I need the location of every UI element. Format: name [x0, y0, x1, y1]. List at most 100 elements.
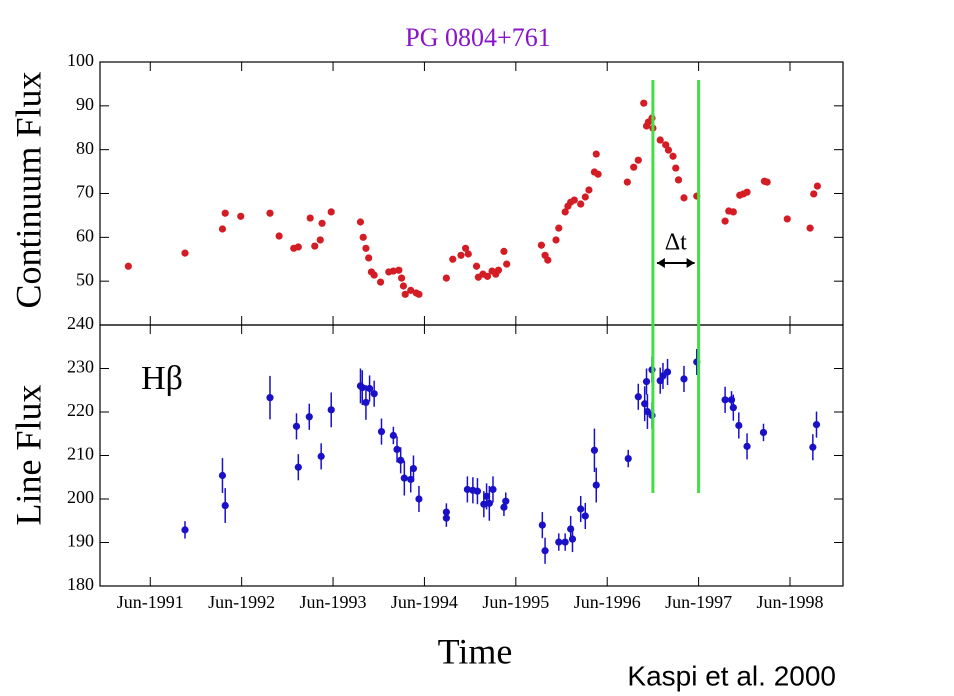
- data-point: [561, 208, 569, 216]
- data-point: [482, 492, 491, 500]
- data-point: [581, 512, 589, 520]
- data-point: [634, 156, 642, 164]
- data-point: [181, 526, 189, 534]
- y-tick-label: 190: [67, 531, 94, 551]
- data-point: [743, 188, 751, 196]
- x-tick-label: Jun-1995: [482, 592, 549, 612]
- y-tick-label: 230: [67, 357, 94, 377]
- data-point: [783, 215, 791, 223]
- data-point: [370, 271, 378, 279]
- data-point: [729, 208, 737, 216]
- data-point: [759, 428, 768, 437]
- annotation: Hβ: [141, 360, 183, 397]
- chart-title: PG 0804+761: [405, 23, 550, 52]
- data-point: [461, 244, 470, 252]
- data-point: [409, 464, 418, 473]
- data-point: [503, 260, 511, 268]
- data-point: [812, 421, 821, 429]
- data-point: [393, 445, 401, 454]
- data-point: [721, 396, 729, 404]
- data-point: [500, 503, 508, 511]
- data-point: [457, 251, 465, 259]
- data-point: [317, 452, 325, 460]
- data-point: [362, 398, 370, 407]
- data-point: [672, 164, 680, 172]
- y-axis-label: Continuum Flux: [8, 71, 48, 308]
- data-point: [489, 485, 497, 494]
- y-tick-label: 210: [67, 444, 94, 464]
- data-point: [376, 278, 385, 286]
- data-point: [581, 193, 589, 201]
- data-point: [327, 406, 335, 414]
- data-point: [541, 547, 549, 555]
- data-point: [370, 390, 378, 398]
- y-tick-label: 220: [67, 400, 94, 420]
- data-point: [592, 150, 600, 158]
- data-point: [592, 481, 600, 489]
- data-point: [555, 538, 563, 546]
- data-point: [810, 190, 818, 198]
- y-tick-label: 50: [76, 269, 94, 289]
- data-point: [561, 538, 569, 546]
- plot-frame: [99, 61, 844, 326]
- x-tick-label: Jun-1993: [300, 592, 367, 612]
- plot-frame: [99, 324, 844, 587]
- data-point: [743, 442, 751, 450]
- data-point: [292, 422, 301, 430]
- data-point: [664, 146, 673, 154]
- data-point: [359, 233, 367, 241]
- data-point: [218, 471, 227, 480]
- data-point: [663, 368, 672, 376]
- y-axis-label: Line Flux: [8, 385, 48, 526]
- data-point: [538, 521, 546, 529]
- x-tick-label: Jun-1997: [665, 592, 732, 612]
- data-point: [442, 514, 450, 522]
- data-point: [813, 182, 822, 190]
- data-point: [634, 393, 642, 401]
- data-point: [624, 454, 632, 463]
- data-point: [590, 446, 599, 454]
- data-point: [630, 163, 638, 171]
- data-point: [306, 214, 314, 222]
- data-point: [568, 535, 577, 543]
- data-point: [537, 241, 546, 249]
- data-point: [237, 212, 245, 220]
- source: Kaspi et al. 2000: [627, 660, 836, 691]
- data-point: [294, 463, 302, 471]
- data-point: [397, 456, 405, 464]
- x-tick-label: Jun-1992: [208, 592, 275, 612]
- data-point: [266, 209, 274, 217]
- x-axis-label: Time: [438, 631, 513, 671]
- data-point: [221, 209, 229, 217]
- data-point: [640, 99, 648, 107]
- data-point: [400, 474, 408, 482]
- y-tick-label: 100: [67, 50, 94, 70]
- data-point: [311, 242, 319, 250]
- data-point: [555, 224, 563, 232]
- data-point: [544, 256, 552, 264]
- data-point: [407, 286, 415, 294]
- data-point: [472, 262, 481, 270]
- data-point: [389, 431, 397, 440]
- data-point: [397, 274, 406, 282]
- data-point: [266, 394, 274, 402]
- data-point: [124, 262, 132, 270]
- data-point: [218, 225, 227, 233]
- data-point: [365, 254, 373, 262]
- data-point: [577, 505, 585, 513]
- y-tick-label: 90: [76, 94, 94, 114]
- data-point: [594, 170, 602, 178]
- data-point: [275, 232, 283, 240]
- data-point: [356, 218, 365, 226]
- data-point: [358, 384, 366, 392]
- data-point: [415, 495, 423, 503]
- arrow-head: [656, 258, 695, 268]
- data-point: [641, 400, 649, 408]
- data-point: [221, 501, 229, 510]
- data-point: [674, 176, 683, 184]
- x-tick-label: Jun-1991: [117, 592, 184, 612]
- data-point: [442, 274, 450, 282]
- data-point: [463, 485, 471, 494]
- data-point: [294, 243, 302, 251]
